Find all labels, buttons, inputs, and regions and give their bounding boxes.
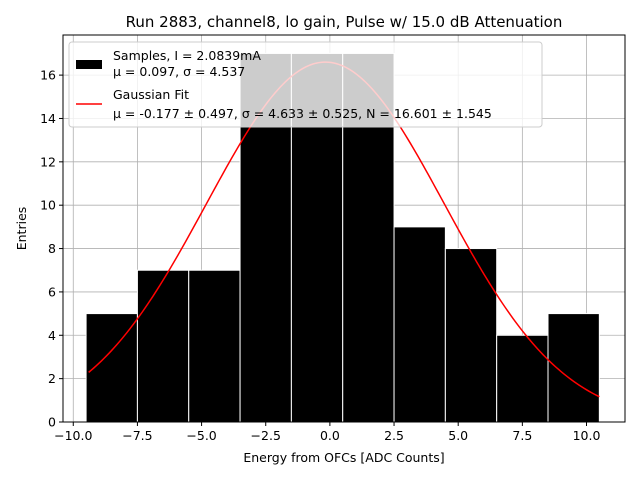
y-tick-label-5: 10 <box>40 198 56 213</box>
legend-fit-label: Gaussian Fit <box>113 87 189 102</box>
y-tick-label-8: 16 <box>40 68 56 83</box>
x-tick-label-7: 7.5 <box>512 428 532 443</box>
x-tick-label-5: 2.5 <box>384 428 404 443</box>
x-tick-label-6: 5.0 <box>448 428 468 443</box>
x-axis-ticks: −10.0 −7.5 −5.0 −2.5 0.0 2.5 5.0 7.5 10.0 <box>54 422 600 443</box>
legend-samples-label: Samples, I = 2.0839mA <box>113 48 261 63</box>
histogram-bar-7 <box>444 248 498 423</box>
legend-fit-stats: μ = -0.177 ± 0.497, σ = 4.633 ± 0.525, N… <box>113 106 492 121</box>
histogram-bar-1 <box>136 269 190 423</box>
histogram-bar-0 <box>85 313 138 423</box>
legend-samples-stats: μ = 0.097, σ = 4.537 <box>113 64 245 79</box>
y-tick-label-7: 14 <box>40 111 56 126</box>
y-tick-label-6: 12 <box>40 154 56 169</box>
y-tick-label-4: 8 <box>48 241 56 256</box>
y-tick-label-1: 2 <box>48 371 56 386</box>
plot-frame <box>62 34 626 423</box>
y-tick-label-3: 6 <box>48 284 56 299</box>
histogram-bar-6 <box>393 226 446 423</box>
legend: Samples, I = 2.0839mA μ = 0.097, σ = 4.5… <box>68 41 543 128</box>
x-tick-label-8: 10.0 <box>573 428 601 443</box>
x-axis-label: Energy from OFCs [ADC Counts] <box>243 450 444 465</box>
x-tick-label-3: −2.5 <box>251 428 281 443</box>
x-tick-label-4: 0.0 <box>320 428 340 443</box>
chart-title: Run 2883, channel8, lo gain, Pulse w/ 15… <box>126 13 563 31</box>
y-tick-label-0: 0 <box>48 415 56 430</box>
x-tick-label-0: −10.0 <box>54 428 92 443</box>
histogram-bar-8 <box>496 334 549 423</box>
y-axis-label: Entries <box>14 207 29 251</box>
y-tick-label-2: 4 <box>48 328 56 343</box>
x-tick-label-2: −5.0 <box>186 428 216 443</box>
y-axis-ticks: 0 2 4 6 8 10 12 14 16 <box>40 68 63 430</box>
x-tick-label-1: −7.5 <box>122 428 152 443</box>
legend-samples-swatch <box>76 60 102 69</box>
legend-box <box>68 41 543 128</box>
histogram-bar-2 <box>188 269 241 423</box>
